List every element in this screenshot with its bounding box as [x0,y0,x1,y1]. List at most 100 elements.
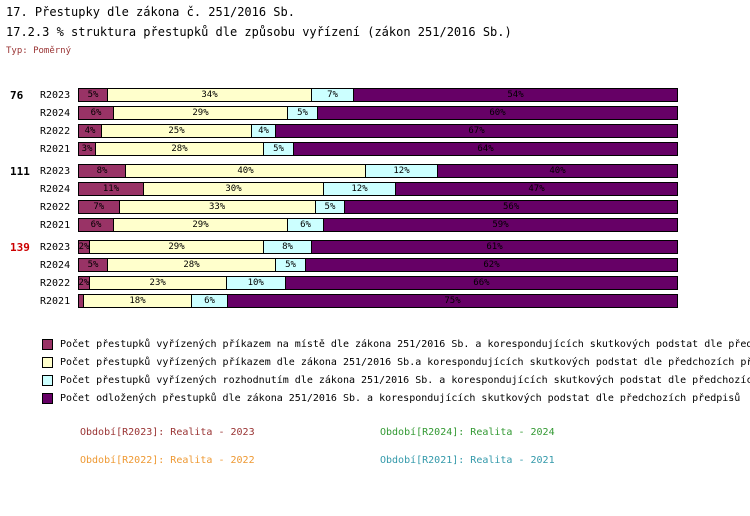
bar-segment: 4% [252,124,276,138]
stacked-bar: 2% 29% 8% 61% [78,240,678,254]
stacked-bar: 2% 23% 10% 66% [78,276,678,290]
bar-segment: 56% [345,200,678,214]
bar-segment: 8% [78,164,126,178]
bar-segment: 7% [312,88,354,102]
segment-value-label: 11% [102,183,120,194]
bar-segment: 5% [78,258,108,272]
segment-value-label: 40% [237,165,254,176]
segment-value-label: 7% [93,201,105,212]
stacked-bar: 5% 34% 7% 54% [78,88,678,102]
segment-value-label: 4% [258,125,269,136]
bar-segment: 6% [78,218,114,232]
bar-segment: 4% [78,124,102,138]
bar-row: 111 R2023 8% 40% 12% 40% [4,164,746,178]
period-label: R2021 [40,219,71,231]
period-label: R2024 [40,107,71,119]
bar-group: 139 R2023 2% 29% 8% 61% R2024 5% 28% 5% 62% R2022 2%… [4,240,746,308]
segment-value-label: 5% [87,259,99,270]
segment-value-label: 28% [183,259,200,270]
bar-segment: 12% [366,164,438,178]
bar-segment: 28% [96,142,264,156]
bar-segment: 6% [288,218,324,232]
bar-segment: 5% [78,88,108,102]
segment-value-label: 2% [78,241,90,252]
segment-value-label: 56% [503,201,520,212]
stacked-bar: 6% 29% 5% 60% [78,106,678,120]
segment-value-label: 60% [489,107,506,118]
segment-value-label: 8% [96,165,108,176]
bar-segment: 3% [78,142,96,156]
period-label: R2022 [40,125,71,137]
period-legend-item: Období[R2023]: Realita - 2023 [80,427,255,438]
bar-segment: 64% [294,142,678,156]
segment-value-label: 33% [208,201,226,212]
legend-swatch [42,357,53,368]
segment-value-label: 5% [297,107,308,118]
segment-value-label: 5% [273,143,284,154]
bar-segment: 5% [288,106,318,120]
segment-value-label: 5% [87,89,99,100]
segment-value-label: 34% [201,89,218,100]
segment-value-label: 59% [492,219,509,230]
segment-value-label: 6% [90,107,102,118]
segment-value-label: 10% [247,277,264,288]
segment-value-label: 62% [483,259,500,270]
stacked-bar: 8% 40% 12% 40% [78,164,678,178]
group-total-label: 139 [10,240,30,254]
bar-segment: 29% [114,218,288,232]
period-label: R2024 [40,183,71,195]
bar-row: R2021 6% 29% 6% 59% [4,218,746,232]
bar-row: R2021 3% 28% 5% 64% [4,142,746,156]
bar-segment: 8% [264,240,312,254]
segment-value-label: 64% [477,143,494,154]
bar-segment: 11% [78,182,144,196]
series-legend: Počet přestupků vyřízených příkazem na m… [42,339,750,411]
stacked-bar: 3% 28% 5% 64% [78,142,678,156]
bar-segment [78,294,84,308]
bar-segment: 2% [78,276,90,290]
period-label: R2022 [40,277,71,289]
segment-value-label: 40% [549,165,566,176]
bar-segment: 5% [315,200,346,214]
segment-value-label: 29% [168,241,185,252]
stacked-bar: 5% 28% 5% 62% [78,258,678,272]
group-total-label: 111 [10,164,30,178]
stacked-bar-chart: 76 R2023 5% 34% 7% 54% R2024 6% 29% 5% 60% R2022 4% 2… [4,88,746,316]
legend-item: Počet přestupků vyřízených rozhodnutím d… [42,375,750,386]
period-label: R2023 [40,241,71,253]
legend-label: Počet přestupků vyřízených rozhodnutím d… [60,375,750,386]
bar-row: R2022 4% 25% 4% 67% [4,124,746,138]
stacked-bar: 4% 25% 4% 67% [78,124,678,138]
bar-row: R2024 6% 29% 5% 60% [4,106,746,120]
bar-row: R2022 2% 23% 10% 66% [4,276,746,290]
bar-segment: 10% [226,276,286,290]
bar-segment: 23% [89,276,227,290]
segment-value-label: 5% [285,259,296,270]
legend-label: Počet odložených přestupků dle zákona 25… [60,393,741,404]
segment-value-label: 30% [225,183,242,194]
bar-segment: 54% [354,88,678,102]
segment-value-label: 12% [393,165,410,176]
segment-value-label: 28% [171,143,188,154]
bar-segment: 30% [144,182,324,196]
segment-value-label: 23% [149,277,166,288]
segment-value-label: 66% [473,277,490,288]
bar-group: 76 R2023 5% 34% 7% 54% R2024 6% 29% 5% 60% R2022 4% 2… [4,88,746,156]
period-label: R2021 [40,295,71,307]
bar-segment: 40% [126,164,366,178]
period-label: R2023 [40,89,71,101]
segment-value-label: 54% [507,89,524,100]
bar-row: 139 R2023 2% 29% 8% 61% [4,240,746,254]
bar-row: R2024 11% 30% 12% 47% [4,182,746,196]
bar-segment: 7% [78,200,120,214]
bar-segment: 25% [102,124,252,138]
chart-type-label: Typ: Poměrný [6,46,72,56]
bar-segment: 62% [306,258,678,272]
bar-segment: 33% [119,200,316,214]
legend-swatch [42,339,53,350]
bar-row: R2022 7% 33% 5% 56% [4,200,746,214]
segment-value-label: 29% [192,219,209,230]
segment-value-label: 4% [84,125,96,136]
period-legend-item: Období[R2024]: Realita - 2024 [380,427,555,438]
segment-value-label: 25% [168,125,185,136]
